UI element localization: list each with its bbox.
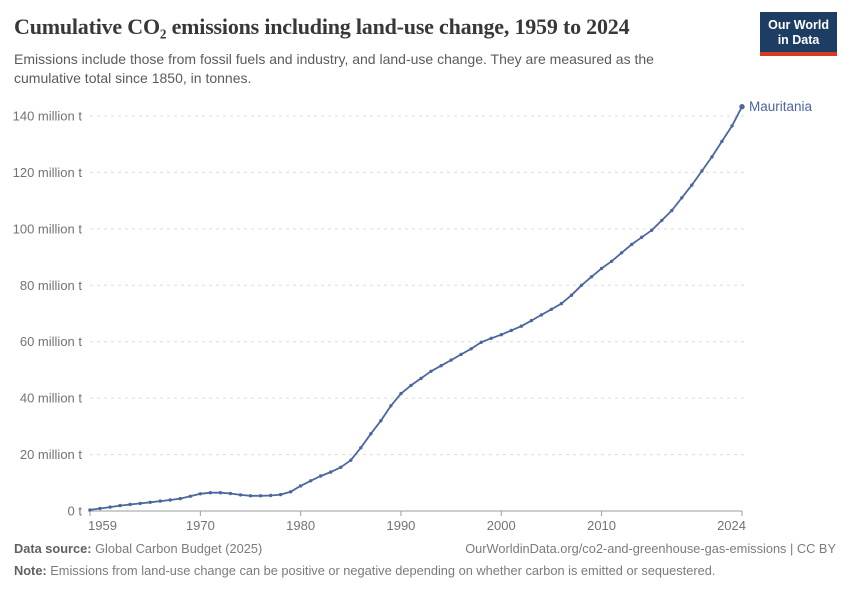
y-tick-label: 120 million t bbox=[13, 165, 83, 180]
data-point-marker bbox=[108, 505, 112, 509]
data-point-marker bbox=[98, 506, 102, 511]
data-point-marker bbox=[268, 493, 273, 498]
data-point-marker bbox=[559, 301, 564, 306]
owid-link[interactable]: OurWorldinData.org/co2-and-greenhouse-ga… bbox=[465, 541, 836, 556]
data-point-marker bbox=[630, 242, 634, 247]
data-point-marker bbox=[329, 470, 333, 474]
data-point-marker bbox=[88, 508, 92, 512]
data-point-marker bbox=[429, 369, 433, 373]
y-tick-label: 0 t bbox=[68, 504, 83, 519]
data-point-marker bbox=[158, 499, 162, 503]
data-point-marker bbox=[640, 235, 644, 239]
data-point-marker bbox=[118, 503, 122, 508]
y-tick-label: 140 million t bbox=[13, 109, 83, 124]
series-label-mauritania[interactable]: Mauritania bbox=[749, 99, 813, 114]
y-tick-label: 100 million t bbox=[13, 221, 83, 236]
data-point-marker bbox=[499, 333, 503, 337]
note-label: Note: bbox=[14, 563, 47, 578]
data-point-marker bbox=[178, 496, 182, 501]
data-point-marker bbox=[148, 500, 152, 504]
x-tick-label: 1990 bbox=[386, 518, 415, 533]
data-point-marker bbox=[529, 318, 534, 323]
data-point-marker bbox=[409, 383, 413, 388]
data-point-marker bbox=[599, 266, 604, 271]
data-point-marker bbox=[710, 155, 714, 159]
data-point-marker bbox=[469, 347, 473, 351]
y-tick-label: 60 million t bbox=[20, 334, 83, 349]
data-point-marker bbox=[459, 352, 463, 357]
data-point-marker bbox=[168, 498, 172, 502]
data-point-marker bbox=[419, 376, 423, 381]
data-point-marker bbox=[730, 124, 734, 128]
data-point-marker bbox=[539, 313, 544, 317]
note-value: Emissions from land-use change can be po… bbox=[46, 563, 716, 578]
x-tick-label: 1959 bbox=[88, 518, 117, 533]
data-point-marker bbox=[680, 196, 684, 200]
data-point-marker bbox=[720, 139, 724, 144]
data-point-marker bbox=[660, 218, 664, 223]
data-point-marker bbox=[288, 490, 293, 494]
data-point-marker bbox=[248, 494, 253, 498]
data-source-text: Data source: Global Carbon Budget (2025) bbox=[14, 541, 262, 556]
data-point-marker bbox=[389, 404, 393, 408]
data-point-marker bbox=[619, 251, 624, 255]
data-point-marker bbox=[278, 492, 283, 497]
series-end-dot bbox=[739, 104, 745, 110]
data-point-marker bbox=[670, 208, 674, 213]
data-point-marker bbox=[589, 275, 594, 279]
x-tick-label: 2000 bbox=[487, 518, 516, 533]
data-point-marker bbox=[198, 492, 202, 496]
owid-logo[interactable]: Our World in Data bbox=[760, 12, 837, 56]
data-point-marker bbox=[449, 358, 453, 362]
data-point-marker bbox=[339, 465, 343, 469]
data-point-marker bbox=[138, 501, 142, 506]
data-point-marker bbox=[690, 183, 694, 187]
y-tick-label: 40 million t bbox=[20, 391, 83, 406]
data-point-marker bbox=[309, 479, 313, 483]
y-tick-label: 20 million t bbox=[20, 447, 83, 462]
data-point-marker bbox=[218, 491, 223, 495]
owid-logo-line1: Our World bbox=[768, 18, 829, 32]
data-point-marker bbox=[569, 293, 574, 297]
data-point-marker bbox=[399, 391, 403, 396]
data-point-marker bbox=[519, 324, 523, 328]
data-point-marker bbox=[379, 419, 383, 423]
x-tick-label: 2024 bbox=[717, 518, 746, 533]
series-line-mauritania[interactable] bbox=[89, 105, 743, 511]
data-point-marker bbox=[208, 491, 213, 495]
data-point-marker bbox=[228, 491, 233, 496]
y-tick-label: 80 million t bbox=[20, 278, 83, 293]
data-point-marker bbox=[359, 446, 363, 450]
x-tick-label: 2010 bbox=[587, 518, 616, 533]
chart-title: Cumulative CO₂ emissions including land-… bbox=[14, 14, 630, 39]
data-point-marker bbox=[349, 458, 353, 462]
data-point-marker bbox=[489, 336, 493, 340]
footer-note-row: Note: Emissions from land-use change can… bbox=[14, 563, 836, 578]
data-point-marker bbox=[579, 283, 584, 287]
data-point-marker bbox=[298, 484, 303, 488]
x-tick-label: 1970 bbox=[186, 518, 215, 533]
line-chart[interactable]: 0 t 20 million t 40 million t 60 million t 8… bbox=[0, 95, 850, 540]
data-point-marker bbox=[650, 228, 654, 232]
footer-sources-row: Data source: Global Carbon Budget (2025)… bbox=[14, 541, 836, 556]
data-point-marker bbox=[509, 328, 513, 333]
data-point-marker bbox=[700, 169, 704, 173]
data-point-marker bbox=[238, 493, 243, 497]
data-source-value: Global Carbon Budget (2025) bbox=[91, 541, 263, 556]
data-point-marker bbox=[479, 340, 483, 344]
data-point-marker bbox=[128, 502, 132, 507]
chart-subtitle: Emissions include those from fossil fuel… bbox=[14, 51, 654, 87]
data-point-marker bbox=[258, 494, 263, 498]
data-point-marker bbox=[549, 307, 554, 311]
data-point-marker bbox=[369, 432, 373, 436]
data-point-marker bbox=[188, 494, 192, 498]
x-tick-label: 1980 bbox=[286, 518, 315, 533]
data-point-marker bbox=[319, 474, 323, 478]
owid-logo-line2: in Data bbox=[777, 33, 820, 47]
data-point-marker bbox=[439, 364, 443, 368]
data-point-marker bbox=[609, 259, 614, 263]
data-source-label: Data source: bbox=[14, 541, 92, 556]
